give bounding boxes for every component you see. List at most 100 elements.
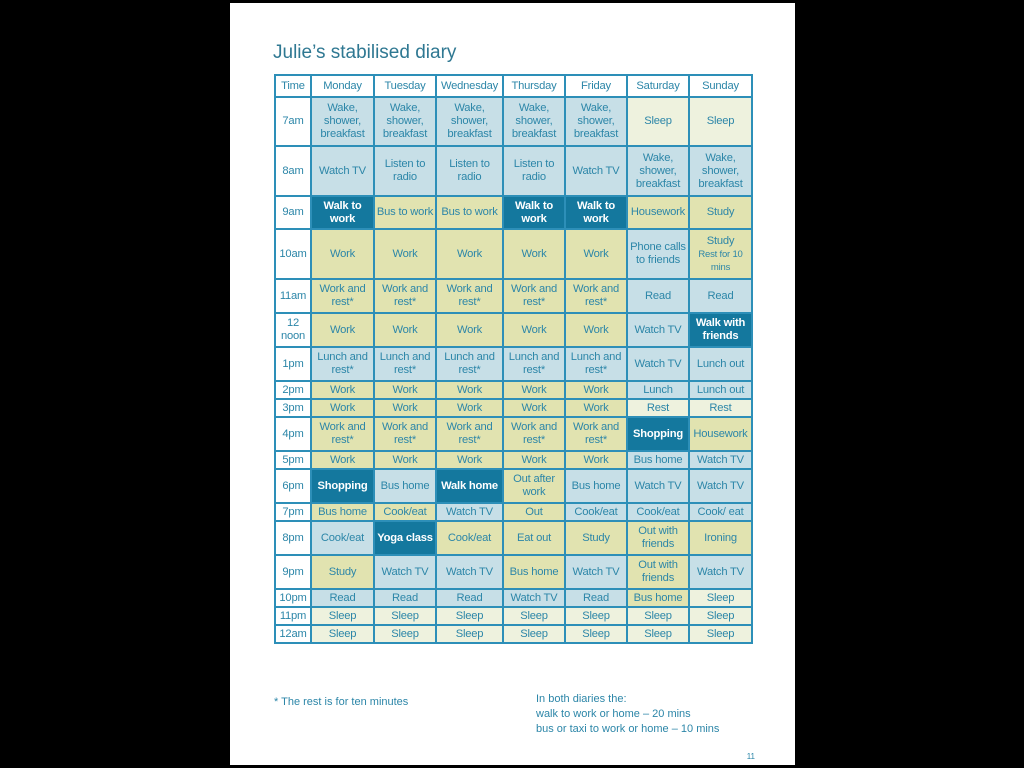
activity-cell-tuesday: Work (373, 228, 437, 280)
activity-cell-tuesday: Yoga class (373, 520, 437, 556)
activity-cell-friday: Walk to work (564, 195, 628, 230)
activity-cell-saturday: Cook/eat (626, 502, 690, 522)
activity-cell-monday: Walk to work (310, 195, 375, 230)
activity-cell-wednesday: Walk home (435, 468, 504, 504)
activity-cell-monday: Read (310, 588, 375, 608)
activity-cell-monday: Work and rest* (310, 416, 375, 452)
notes-heading: In both diaries the: (536, 693, 627, 705)
activity-cell-wednesday: Sleep (435, 624, 504, 644)
header-monday: Monday (310, 74, 375, 98)
activity-cell-tuesday: Work and rest* (373, 278, 437, 314)
activity-cell-monday: Cook/eat (310, 520, 375, 556)
activity-cell-friday: Bus home (564, 468, 628, 504)
activity-cell-sunday: Housework (688, 416, 753, 452)
activity-cell-saturday: Sleep (626, 96, 690, 147)
header-wednesday: Wednesday (435, 74, 504, 98)
activity-cell-sunday: Study Rest for 10 mins (688, 228, 753, 280)
activity-cell-thursday: Sleep (502, 606, 566, 626)
activity-cell-friday: Study (564, 520, 628, 556)
activity-cell-wednesday: Wake, shower, breakfast (435, 96, 504, 147)
header-saturday: Saturday (626, 74, 690, 98)
activity-cell-tuesday: Watch TV (373, 554, 437, 590)
activity-cell-sunday: Study (688, 195, 753, 230)
activity-cell-thursday: Bus home (502, 554, 566, 590)
activity-cell-wednesday: Listen to radio (435, 145, 504, 197)
diary-table: Time Monday Tuesday Wednesday Thursday F… (274, 74, 753, 644)
activity-cell-tuesday: Wake, shower, breakfast (373, 96, 437, 147)
diary-row: 4pm Work and rest* Work and rest* Work and … (274, 416, 753, 452)
activity-cell-monday: Bus home (310, 502, 375, 522)
activity-cell-sunday: Watch TV (688, 554, 753, 590)
activity-cell-monday: Lunch and rest* (310, 346, 375, 382)
activity-cell-thursday: Work (502, 228, 566, 280)
activity-cell-wednesday: Work (435, 312, 504, 348)
activity-cell-sunday: Wake, shower, breakfast (688, 145, 753, 197)
activity-cell-saturday: Watch TV (626, 346, 690, 382)
time-cell: 5pm (274, 450, 312, 470)
activity-cell-thursday: Work (502, 398, 566, 418)
activity-cell-saturday: Out with friends (626, 520, 690, 556)
diary-row: 9am Walk to work Bus to work Bus to work Wal… (274, 195, 753, 230)
time-cell: 2pm (274, 380, 312, 400)
activity-cell-friday: Sleep (564, 624, 628, 644)
time-cell: 8am (274, 145, 312, 197)
activity-cell-friday: Work (564, 450, 628, 470)
activity-cell-sunday: Sleep (688, 624, 753, 644)
activity-cell-wednesday: Work and rest* (435, 416, 504, 452)
time-cell: 12 noon (274, 312, 312, 348)
diary-body: 7am Wake, shower, breakfast Wake, shower, … (274, 96, 753, 644)
activity-cell-wednesday: Sleep (435, 606, 504, 626)
diary-row: 7pm Bus home Cook/eat Watch TV Out Cook/eat Co… (274, 502, 753, 522)
activity-cell-thursday: Sleep (502, 624, 566, 644)
time-cell: 9pm (274, 554, 312, 590)
activity-cell-thursday: Eat out (502, 520, 566, 556)
activity-cell-monday: Shopping (310, 468, 375, 504)
activity-cell-sunday: Sleep (688, 588, 753, 608)
activity-cell-friday: Work and rest* (564, 416, 628, 452)
activity-cell-thursday: Out after work (502, 468, 566, 504)
activity-cell-tuesday: Work (373, 380, 437, 400)
notes-bus: bus or taxi to work or home – 10 mins (536, 723, 720, 735)
activity-cell-friday: Sleep (564, 606, 628, 626)
time-cell: 7am (274, 96, 312, 147)
activity-cell-saturday: Bus home (626, 588, 690, 608)
activity-cell-monday: Work (310, 450, 375, 470)
activity-cell-sunday: Watch TV (688, 450, 753, 470)
activity-cell-sunday: Watch TV (688, 468, 753, 504)
activity-cell-sunday: Ironing (688, 520, 753, 556)
activity-cell-saturday: Rest (626, 398, 690, 418)
time-cell: 11pm (274, 606, 312, 626)
diary-row: 1pm Lunch and rest* Lunch and rest* Lunch a… (274, 346, 753, 382)
header-time: Time (274, 74, 312, 98)
activity-cell-wednesday: Lunch and rest* (435, 346, 504, 382)
activity-cell-wednesday: Read (435, 588, 504, 608)
activity-text: Study (706, 234, 735, 247)
activity-cell-sunday: Walk with friends (688, 312, 753, 348)
activity-cell-friday: Work (564, 228, 628, 280)
activity-cell-friday: Work (564, 312, 628, 348)
time-cell: 9am (274, 195, 312, 230)
header-friday: Friday (564, 74, 628, 98)
activity-cell-friday: Lunch and rest* (564, 346, 628, 382)
notes-walk: walk to work or home – 20 mins (536, 708, 691, 720)
activity-cell-friday: Work and rest* (564, 278, 628, 314)
activity-cell-wednesday: Work (435, 228, 504, 280)
activity-cell-thursday: Work (502, 312, 566, 348)
activity-cell-friday: Watch TV (564, 145, 628, 197)
activity-cell-friday: Read (564, 588, 628, 608)
activity-cell-wednesday: Cook/eat (435, 520, 504, 556)
diary-row: 7am Wake, shower, breakfast Wake, shower, … (274, 96, 753, 147)
diary-row: 6pm Shopping Bus home Walk home Out after wo… (274, 468, 753, 504)
header-row: Time Monday Tuesday Wednesday Thursday F… (274, 74, 753, 98)
activity-cell-monday: Work and rest* (310, 278, 375, 314)
diary-row: 10pm Read Read Read Watch TV Read Bus home Slee… (274, 588, 753, 608)
activity-cell-monday: Work (310, 228, 375, 280)
time-cell: 7pm (274, 502, 312, 522)
activity-cell-tuesday: Sleep (373, 606, 437, 626)
activity-cell-tuesday: Bus home (373, 468, 437, 504)
activity-cell-tuesday: Listen to radio (373, 145, 437, 197)
activity-cell-wednesday: Work and rest* (435, 278, 504, 314)
activity-cell-tuesday: Work (373, 450, 437, 470)
activity-cell-tuesday: Work (373, 312, 437, 348)
page-title: Julie’s stabilised diary (273, 42, 457, 63)
